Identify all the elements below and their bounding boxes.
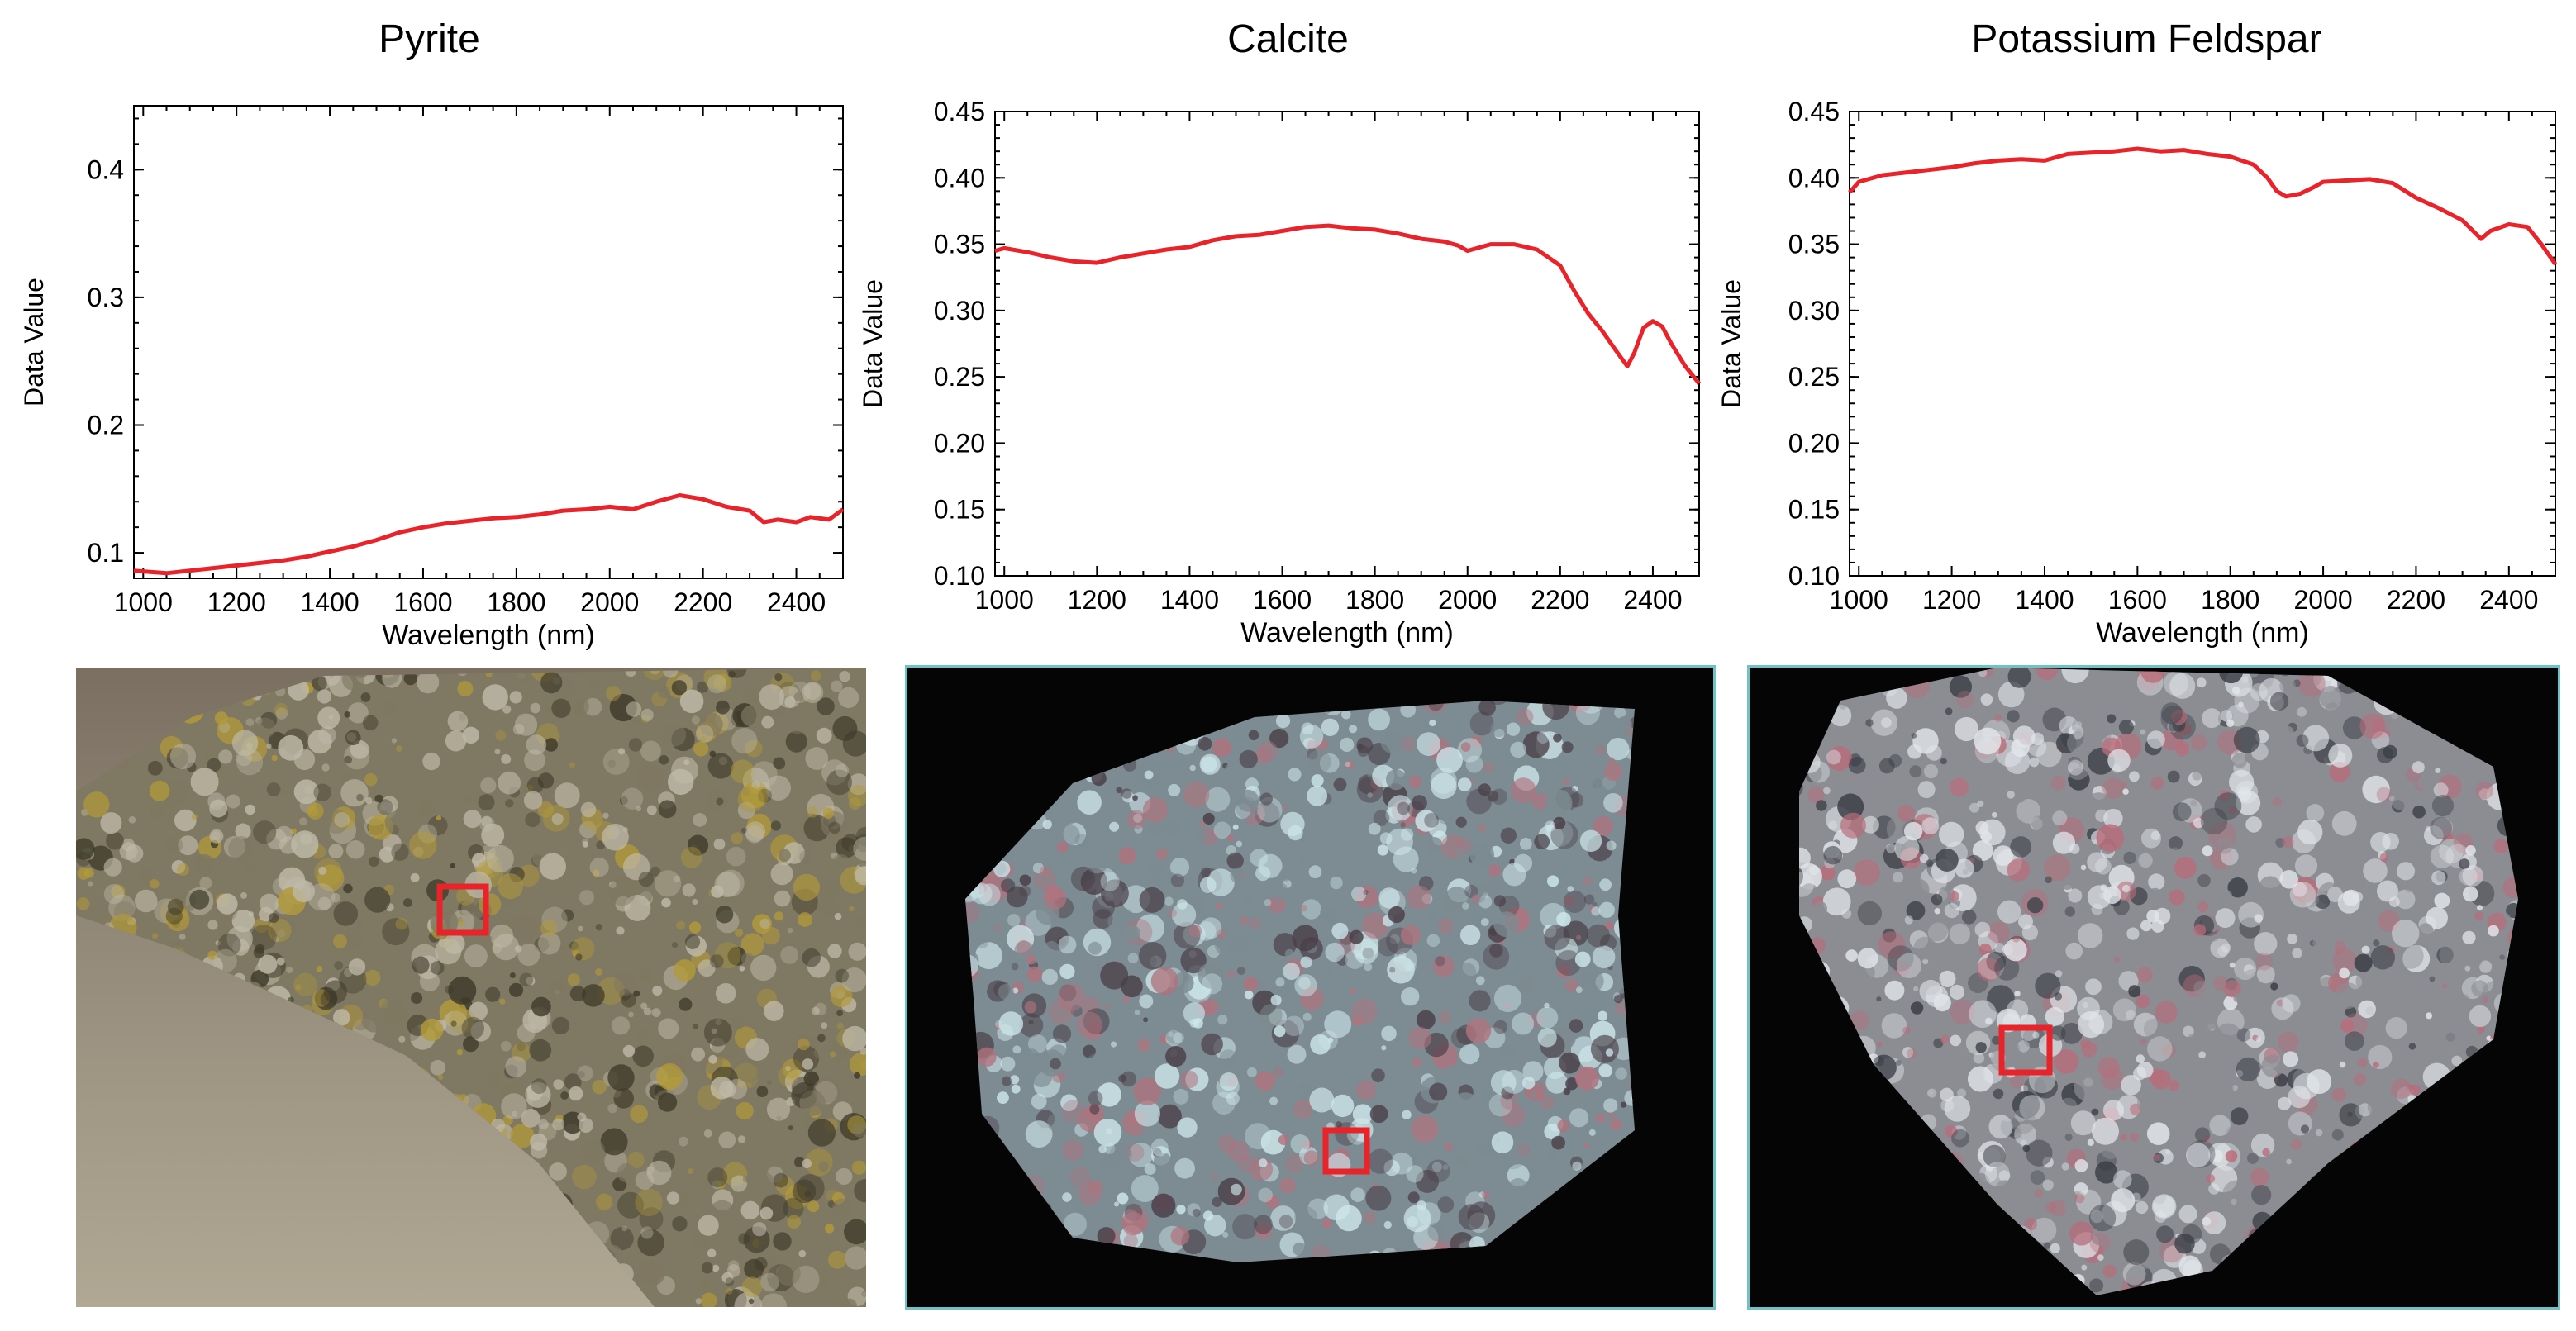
x-tick-label: 1400 [300, 587, 359, 617]
spectrum-chart-calcite: 1000 1200 1400 1600 1800 2000 2200 2400 0.10 0.15… [858, 97, 1701, 649]
rock-image [907, 668, 1713, 1307]
y-tick-label: 0.25 [1788, 362, 1840, 392]
x-tick-label: 1000 [114, 587, 173, 617]
y-tick-label: 0.20 [1788, 428, 1840, 458]
x-tick-label: 1000 [975, 585, 1034, 615]
x-tick-label: 2000 [1438, 585, 1497, 615]
sample-location-marker [1322, 1127, 1370, 1175]
x-axis-label: Wavelength (nm) [1240, 617, 1454, 649]
chart-title: Potassium Feldspar [1971, 17, 2322, 61]
sample-photo-calcite [905, 665, 1716, 1310]
x-tick-label: 2000 [2293, 585, 2352, 615]
x-tick-label: 2400 [1623, 585, 1682, 615]
x-tick-label: 1800 [487, 587, 545, 617]
sample-location-marker [1998, 1024, 2053, 1076]
x-tick-label: 1600 [1253, 585, 1312, 615]
series-line [994, 223, 1701, 385]
x-tick-label: 2200 [2387, 585, 2445, 615]
x-axis-label: Wavelength (nm) [382, 620, 595, 651]
sample-location-marker [436, 883, 489, 936]
chart-title: Pyrite [379, 17, 480, 61]
x-tick-label: 2000 [580, 587, 639, 617]
y-tick-label: 0.35 [934, 230, 985, 259]
x-tick-label: 1400 [2015, 585, 2074, 615]
y-tick-label: 0.45 [934, 97, 985, 126]
y-tick-label: 0.45 [1788, 97, 1840, 126]
y-tick-label: 0.25 [934, 362, 985, 392]
x-tick-label: 1200 [1922, 585, 1981, 615]
spectrum-chart-potassium-feldspar: 1000 1200 1400 1600 1800 2000 2200 2400 0.10 0.15… [1717, 97, 2558, 649]
y-tick-label: 0.10 [934, 561, 985, 591]
y-tick-label: 0.20 [934, 428, 985, 458]
y-axis-label: Data Value [858, 279, 888, 408]
rock-image [1750, 668, 2558, 1307]
y-tick-label: 0.15 [1788, 495, 1840, 525]
y-tick-label: 0.40 [1788, 163, 1840, 193]
chart-title: Calcite [1227, 17, 1349, 61]
y-tick-label: 0.30 [934, 296, 985, 326]
y-tick-label: 0.2 [88, 410, 124, 440]
y-tick-label: 0.3 [88, 283, 124, 312]
x-axis-label: Wavelength (nm) [2096, 617, 2309, 649]
y-tick-label: 0.1 [88, 538, 124, 568]
y-tick-label: 0.10 [1788, 561, 1840, 591]
y-tick-label: 0.15 [934, 495, 985, 525]
plot-frame [1849, 111, 2556, 577]
y-tick-label: 0.40 [934, 163, 985, 193]
y-tick-label: 0.30 [1788, 296, 1840, 326]
chart-panel-potassium-feldspar: Potassium Feldspar 1000 1200 1400 1600 1800 2… [1717, 0, 2576, 661]
series-line [1848, 146, 2558, 266]
x-tick-label: 1600 [2108, 585, 2167, 615]
plot-frame [994, 111, 1700, 577]
x-tick-label: 1800 [1345, 585, 1404, 615]
spectrum-chart-pyrite: 1000 1200 1400 1600 1800 2000 2200 2400 0.1 0.2 0.… [19, 105, 845, 651]
rock-image [76, 668, 866, 1307]
y-axis-label: Data Value [19, 278, 49, 406]
x-tick-label: 2400 [2479, 585, 2538, 615]
x-tick-label: 1400 [1160, 585, 1219, 615]
sample-photo-potassium-feldspar [1747, 665, 2560, 1310]
x-tick-label: 1600 [393, 587, 452, 617]
series-line [133, 493, 845, 576]
x-tick-label: 1200 [207, 587, 266, 617]
x-tick-label: 2400 [767, 587, 826, 617]
y-tick-label: 0.35 [1788, 230, 1840, 259]
x-tick-label: 2200 [1531, 585, 1589, 615]
y-axis-label: Data Value [1717, 279, 1746, 408]
chart-panel-pyrite: Pyrite 1000 1200 1400 1600 1800 2000 2200 2400 0… [0, 0, 859, 661]
chart-panel-calcite: Calcite 1000 1200 1400 1600 1800 2000 2200 2400… [858, 0, 1717, 661]
y-tick-label: 0.4 [88, 154, 124, 184]
x-tick-label: 1200 [1068, 585, 1126, 615]
x-tick-label: 2200 [674, 587, 732, 617]
plot-frame [133, 105, 844, 579]
sample-photo-pyrite [76, 668, 866, 1307]
x-tick-label: 1000 [1830, 585, 1888, 615]
x-tick-label: 1800 [2201, 585, 2259, 615]
